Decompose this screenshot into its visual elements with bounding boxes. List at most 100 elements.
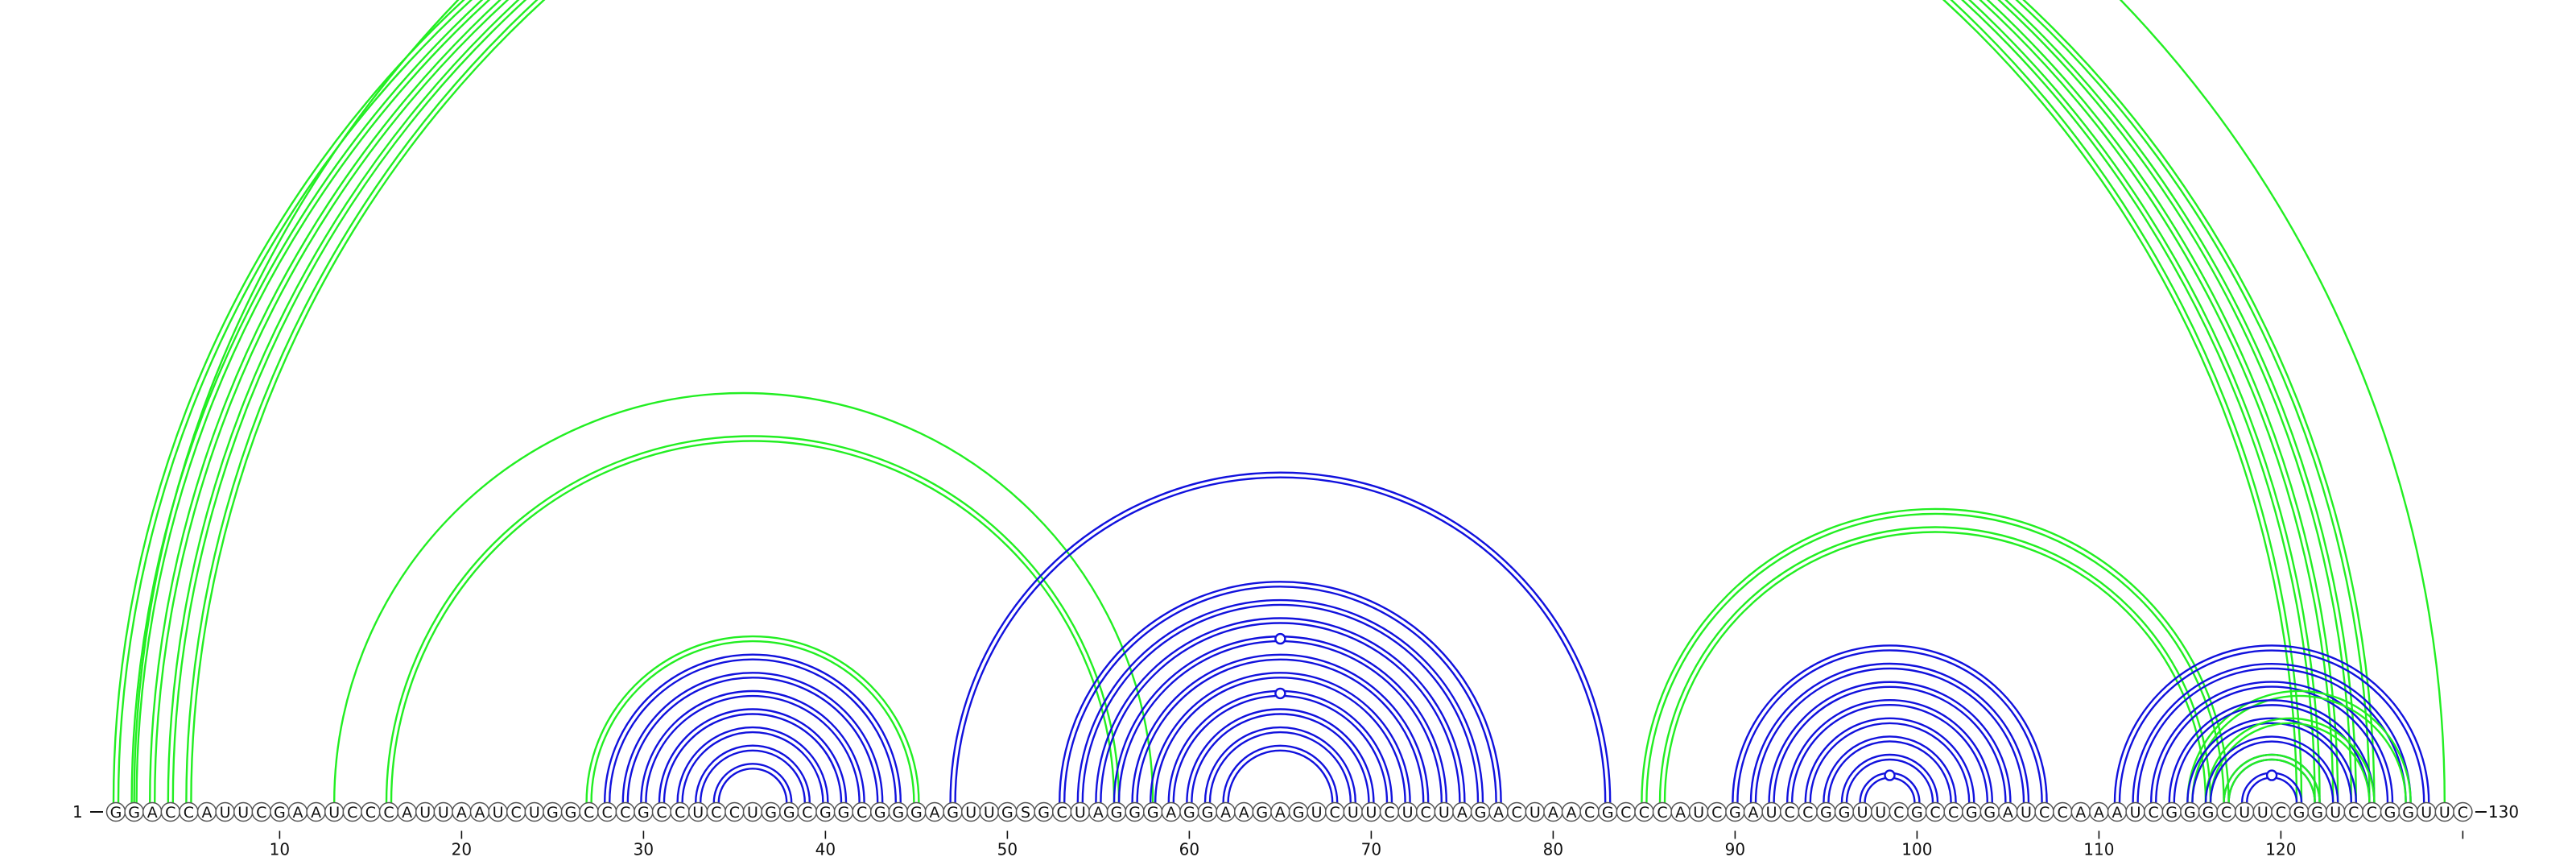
nucleotide-letter: C <box>184 804 194 822</box>
nucleotide-letter: A <box>475 804 485 822</box>
nucleotide-letter: U <box>2257 804 2268 822</box>
noncanonical-pair-marker <box>2265 769 2278 781</box>
arc-stroke <box>1791 704 1988 803</box>
nucleotide: U <box>1307 801 1327 822</box>
nucleotide-letter: G <box>1966 804 1978 822</box>
arc-stroke <box>2186 689 2412 803</box>
nucleotide: U <box>1852 801 1872 822</box>
nucleotide: A <box>2070 801 2091 822</box>
nucleotide: A <box>1670 801 1690 822</box>
nucleotide-letter: G <box>2402 804 2414 822</box>
base-pair-arc <box>1167 687 1393 803</box>
base-pair-arc <box>640 689 865 803</box>
nucleotide-letter: U <box>220 804 231 822</box>
base-pair-arc <box>1658 526 2212 803</box>
nucleotide-letter: G <box>1183 804 1195 822</box>
base-pair-arc <box>1823 735 1957 803</box>
nucleotide-letter: C <box>1930 804 1940 822</box>
base-pair-arc <box>2241 769 2303 803</box>
arc-stroke <box>1131 653 1430 803</box>
nucleotide: U <box>488 801 508 822</box>
nucleotide: C <box>1324 801 1345 822</box>
nucleotide: G <box>105 801 126 822</box>
arc-stroke <box>2113 644 2430 803</box>
nucleotide-letter: G <box>892 804 904 822</box>
arc-stroke <box>2227 758 2316 803</box>
nucleotide-letter: C <box>1620 804 1631 822</box>
tick-label: 40 <box>815 840 836 857</box>
tick-label: 110 <box>2083 840 2114 857</box>
arc-stroke <box>1840 753 1939 803</box>
arc-stroke <box>2132 662 2412 803</box>
sequence-axis: 1 130 <box>72 802 2519 822</box>
arc-stroke <box>1786 699 1993 803</box>
nucleotide: U <box>979 801 1000 822</box>
nucleotide-letter: G <box>1839 804 1851 822</box>
arc-stroke <box>1645 512 2225 803</box>
nucleotide-letter: A <box>1567 804 1577 822</box>
nucleotide: G <box>1125 801 1145 822</box>
nucleotide: U <box>2252 801 2273 822</box>
base-pair-arc <box>1059 581 1502 803</box>
nucleotide: A <box>196 801 217 822</box>
nucleotide: C <box>1579 801 1600 822</box>
base-pair-arc <box>1076 598 1484 803</box>
nucleotide: A <box>1543 801 1563 822</box>
arc-stroke <box>2246 776 2298 803</box>
arc-stroke <box>1658 526 2212 803</box>
nucleotide-letter: U <box>1402 804 1414 822</box>
nucleotide: G <box>1816 801 1836 822</box>
nucleotide: A <box>1743 801 1764 822</box>
nucleotide: C <box>706 801 727 822</box>
arc-stroke <box>1167 689 1393 803</box>
arc-stroke <box>626 677 879 803</box>
base-pair-arc <box>585 635 920 803</box>
nucleotide: G <box>1834 801 1855 822</box>
nucleotide: C <box>579 801 599 822</box>
nucleotide: G <box>2307 801 2327 822</box>
nucleotide-letter: G <box>838 804 850 822</box>
nucleotide: U <box>1397 801 1418 822</box>
nucleotide-letter: C <box>656 804 667 822</box>
nucleotide-letter: A <box>1220 804 1231 822</box>
base-pair-arc <box>2204 717 2376 803</box>
nucleotide-letter: C <box>2276 804 2286 822</box>
base-pair-arc <box>2132 662 2412 803</box>
base-pair-arcs <box>112 0 2446 803</box>
nucleotide: A <box>469 801 490 822</box>
nucleotide-letter: C <box>1512 804 1522 822</box>
nucleotide: U <box>1870 801 1891 822</box>
nucleotide-letter: C <box>620 804 630 822</box>
position-ticks: 10 20 30 40 50 60 70 80 90 100 110 120 <box>270 830 2464 857</box>
nucleotide-letter: G <box>1293 804 1305 822</box>
nucleotide: U <box>433 801 454 822</box>
nucleotide: G <box>543 801 563 822</box>
nucleotide: C <box>361 801 381 822</box>
nucleotide-letter: G <box>1001 804 1013 822</box>
base-pair-arc <box>604 653 902 803</box>
nucleotide-letter: C <box>347 804 357 822</box>
base-pair-arc <box>949 471 1612 803</box>
nucleotide: G <box>1979 801 2000 822</box>
nucleotide: U <box>324 801 345 822</box>
arc-stroke <box>1095 617 1466 803</box>
nucleotide: U <box>1361 801 1381 822</box>
arc-stroke <box>2204 735 2339 803</box>
arc-stroke <box>171 0 2352 803</box>
base-pair-arc <box>167 0 2357 803</box>
nucleotide: C <box>1616 801 1637 822</box>
base-pair-arc <box>149 0 2339 803</box>
nucleotide: A <box>1088 801 1108 822</box>
tick-label: 90 <box>1725 840 1745 857</box>
nucleotide-letter: G <box>274 804 286 822</box>
arc-stroke <box>663 713 843 803</box>
nucleotide: A <box>142 801 163 822</box>
arc-stroke <box>2118 649 2425 803</box>
nucleotide-letter: C <box>1802 804 1813 822</box>
nucleotide: U <box>2416 801 2437 822</box>
nucleotide: C <box>1634 801 1654 822</box>
nucleotide: U <box>2016 801 2037 822</box>
nucleotide: U <box>1343 801 1364 822</box>
arc-stroke <box>609 658 897 803</box>
